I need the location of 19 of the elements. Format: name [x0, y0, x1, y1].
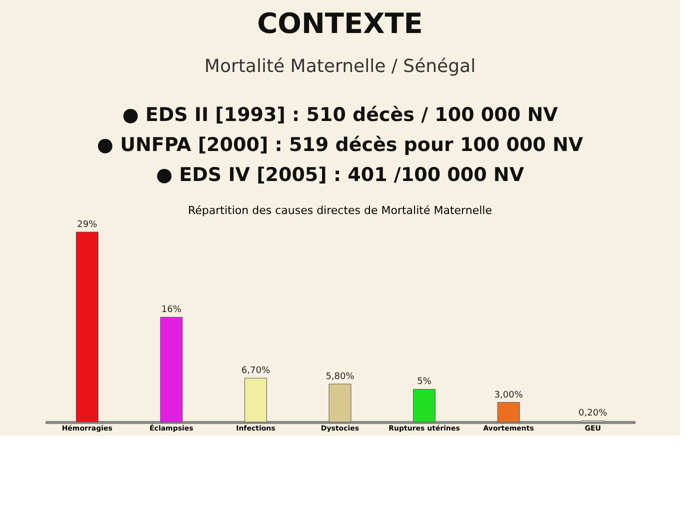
- chart-subtitle: Mortalité Maternelle / Sénégal: [204, 56, 476, 77]
- data-label: 5%: [417, 377, 432, 388]
- bar: [76, 232, 98, 422]
- data-label: 5,80%: [326, 372, 355, 382]
- bar: [328, 384, 352, 422]
- chart-title: CONTEXTE: [257, 7, 423, 40]
- data-label: 0,20%: [578, 408, 608, 419]
- data-label: 16%: [161, 305, 182, 316]
- text: Répartition des causes directes de Mortalité Maternelle: [188, 204, 492, 217]
- text: ● UNFPA [2000] : 519 décès pour 100 000 NV: [96, 134, 584, 156]
- bar: [244, 378, 267, 422]
- text: ● EDS II [1993] : 510 décès / 100 000 NV: [122, 104, 558, 126]
- data-label: 3,00%: [494, 390, 524, 400]
- bar: [160, 316, 183, 422]
- data-label: 6,70%: [241, 366, 270, 376]
- data-label: 29%: [77, 220, 98, 230]
- text: ● EDS IV [2005] : 401 /100 000 NV: [156, 164, 524, 186]
- bar: [497, 402, 520, 422]
- bar: [413, 388, 436, 422]
